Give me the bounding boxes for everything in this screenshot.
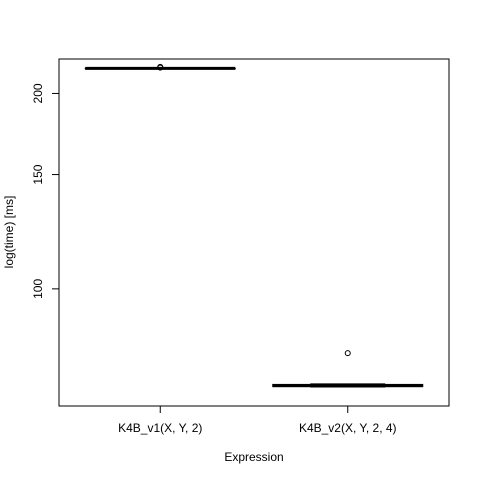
x-tick-label: K4B_v1(X, Y, 2): [118, 421, 202, 435]
box-1: [84, 63, 236, 71]
outlier-point: [157, 63, 164, 70]
y-tick-label: 200: [31, 83, 45, 103]
y-axis: 100 150 200: [31, 83, 60, 299]
x-axis: K4B_v1(X, Y, 2) K4B_v2(X, Y, 2, 4): [118, 405, 397, 435]
y-tick-label: 150: [31, 164, 45, 184]
boxes: [84, 63, 424, 388]
x-tick-label: K4B_v2(X, Y, 2, 4): [299, 421, 397, 435]
plot-frame: [58, 58, 450, 407]
y-axis-label: log(time) [ms]: [2, 196, 16, 269]
outlier-point: [344, 350, 351, 357]
x-axis-label: Expression: [224, 450, 283, 464]
box-2: [272, 350, 424, 388]
y-tick-label: 100: [31, 279, 45, 299]
